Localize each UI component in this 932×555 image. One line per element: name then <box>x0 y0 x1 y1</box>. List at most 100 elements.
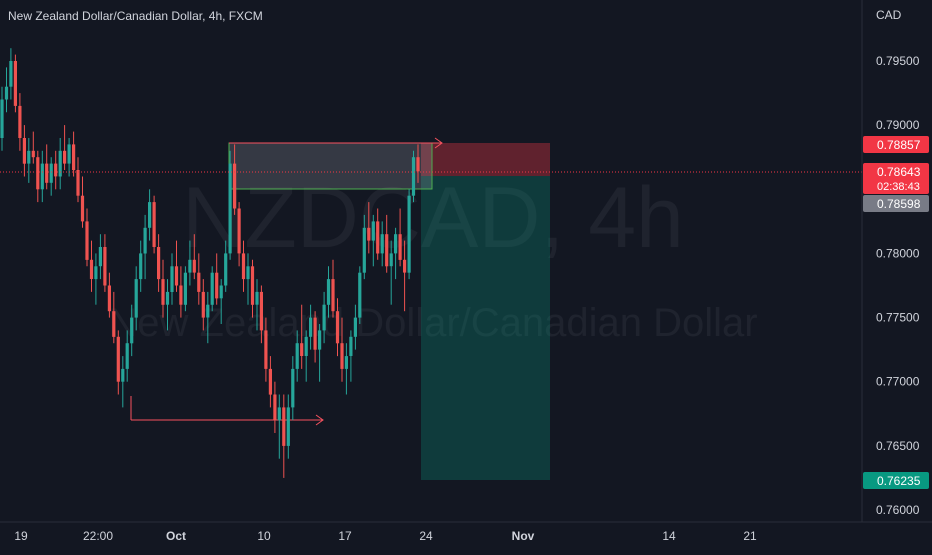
candle <box>273 381 277 433</box>
candle <box>85 208 89 267</box>
candle <box>165 279 170 331</box>
candle <box>112 291 116 344</box>
candle <box>0 86 4 151</box>
candle <box>130 304 134 357</box>
candle <box>255 279 259 331</box>
candle <box>210 266 214 312</box>
candle <box>268 356 272 408</box>
candle <box>80 176 85 228</box>
candle <box>224 240 228 292</box>
candle <box>201 279 205 331</box>
candle <box>157 234 161 292</box>
time-label-17: 17 <box>338 529 352 543</box>
candle <box>349 330 353 382</box>
candle <box>385 214 389 273</box>
candle <box>407 189 411 280</box>
candle <box>63 125 67 170</box>
candle <box>259 285 263 344</box>
candle <box>58 138 62 190</box>
time-label-2200: 22:00 <box>83 529 113 543</box>
time-label-24: 24 <box>419 529 433 543</box>
candle <box>76 157 80 203</box>
stop-loss-zone[interactable] <box>421 143 550 176</box>
price-scale[interactable]: CAD 0.795000.790000.785000.780000.775000… <box>861 0 920 522</box>
swing-low-arrow[interactable] <box>130 396 324 426</box>
candle <box>367 202 371 254</box>
candle <box>376 208 380 260</box>
candle <box>174 240 179 292</box>
candle <box>215 253 219 305</box>
price-tick-label: 0.79500 <box>876 54 920 68</box>
candle <box>344 343 348 395</box>
candle <box>380 221 384 267</box>
candle <box>121 356 125 408</box>
candle <box>389 240 393 305</box>
price-tick-label: 0.77000 <box>876 375 920 389</box>
take-profit-badge-label: 0.76235 <box>877 474 921 488</box>
candle <box>250 259 255 318</box>
candle <box>411 150 416 203</box>
resistance-zone-rectangle[interactable] <box>228 142 433 190</box>
candle <box>179 266 183 318</box>
candle <box>246 253 250 305</box>
candle <box>192 234 196 280</box>
take-profit-badge: 0.76235 <box>863 472 929 489</box>
price-tick-label: 0.78000 <box>876 246 920 260</box>
candle <box>304 330 308 382</box>
candle <box>197 253 201 305</box>
bar-countdown: 02:38:43 <box>877 181 920 193</box>
entry-price-badge: 0.78598 <box>863 195 929 212</box>
candle <box>170 253 174 305</box>
time-label-14: 14 <box>662 529 676 543</box>
time-scale[interactable]: 19 22:00 Oct 10 17 24 Nov 14 21 <box>0 521 932 543</box>
candle <box>398 208 402 267</box>
price-tick-label: 0.77500 <box>876 311 920 325</box>
candle <box>134 266 138 331</box>
candle <box>143 214 147 280</box>
candle <box>31 131 35 164</box>
candle <box>22 125 26 177</box>
candle <box>353 304 357 350</box>
candle <box>403 240 407 312</box>
candle <box>45 144 49 190</box>
symbol-legend-title[interactable]: New Zealand Dollar/Canadian Dollar, 4h, … <box>8 9 263 23</box>
candle <box>300 304 304 369</box>
candle <box>313 311 317 363</box>
candle <box>116 330 120 395</box>
candle <box>277 394 281 459</box>
candle <box>183 266 187 312</box>
take-profit-zone[interactable] <box>421 176 550 480</box>
candle <box>125 330 129 382</box>
entry-price-badge-label: 0.78598 <box>877 197 921 211</box>
candle <box>40 150 44 203</box>
candle <box>340 317 344 382</box>
candle <box>282 394 286 478</box>
watermark-description: New Zealand Dollar/Canadian Dollar <box>108 301 757 345</box>
resistance-arrow[interactable] <box>229 137 443 149</box>
stop-loss-badge: 0.78857 <box>863 136 929 153</box>
candle <box>89 240 94 292</box>
candle <box>335 298 340 357</box>
candle <box>18 93 22 151</box>
candle <box>318 324 322 382</box>
candle <box>9 48 13 100</box>
candle <box>237 202 241 267</box>
candle <box>219 279 223 324</box>
candle <box>67 138 71 177</box>
candle <box>233 144 237 215</box>
candle <box>326 266 331 318</box>
candlestick-series <box>0 48 420 478</box>
candle <box>94 253 98 305</box>
watermark-symbol: NZDCAD, 4h <box>182 170 684 266</box>
candle <box>241 240 246 292</box>
candle <box>394 227 398 280</box>
candle <box>371 214 375 267</box>
candle <box>54 150 58 190</box>
candle <box>27 138 31 183</box>
candle <box>228 150 232 260</box>
price-tick-label: 0.79000 <box>876 118 920 132</box>
candle <box>358 266 362 324</box>
candle <box>206 291 210 344</box>
